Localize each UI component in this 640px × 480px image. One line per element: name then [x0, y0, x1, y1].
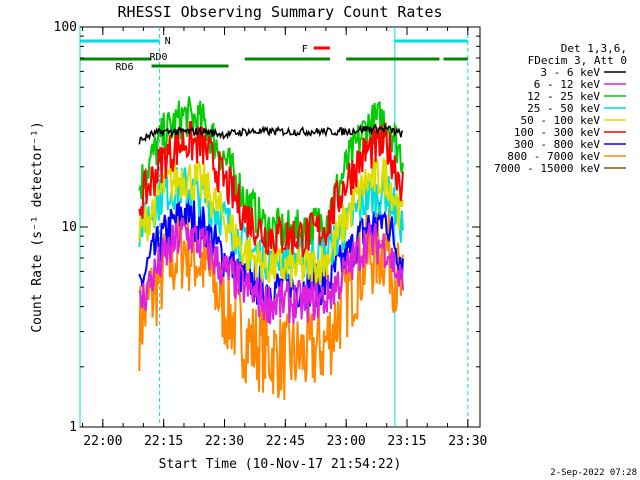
series-line-5: [138, 120, 404, 257]
legend-label-3: 25 - 50 keV: [527, 102, 600, 115]
series-line-4: [138, 157, 404, 288]
annotation-label-rd6: RD6: [116, 62, 134, 73]
x-tick-label-4: 23:00: [327, 434, 366, 449]
legend-label-5: 100 - 300 keV: [514, 126, 600, 139]
y-axis-label: Count Rate (s⁻¹ detector⁻¹): [30, 121, 45, 332]
x-tick-label-2: 22:30: [205, 434, 244, 449]
annotation-label-f: F: [302, 44, 308, 55]
x-tick-label-1: 22:15: [144, 434, 183, 449]
x-tick-label-3: 22:45: [266, 434, 305, 449]
legend-header-1: FDecim 3, Att 0: [528, 54, 627, 67]
legend-label-0: 3 - 6 keV: [540, 66, 600, 79]
legend-label-1: 6 - 12 keV: [534, 78, 601, 91]
legend-label-8: 7000 - 15000 keV: [494, 162, 600, 175]
x-tick-label-5: 23:15: [387, 434, 426, 449]
annotation-label-rd0: RD0: [150, 52, 168, 63]
legend-label-2: 12 - 25 keV: [527, 90, 600, 103]
x-axis-label: Start Time (10-Nov-17 21:54:22): [159, 457, 402, 472]
y-tick-label-0: 1: [69, 420, 77, 435]
x-tick-label-6: 23:30: [448, 434, 487, 449]
series-layer: [138, 96, 404, 400]
x-tick-label-0: 22:00: [83, 434, 122, 449]
chart-title: RHESSI Observing Summary Count Rates: [117, 3, 442, 21]
plot-area: N RD0 RD6 F: [79, 26, 481, 428]
legend-label-4: 50 - 100 keV: [521, 114, 601, 127]
y-tick-label-1: 10: [61, 220, 77, 235]
series-line-1: [138, 217, 404, 325]
y-axis: 1 10 100: [54, 20, 480, 435]
annotation-bars: N RD0 RD6 F: [80, 36, 468, 73]
footer-date: 2-Sep-2022 07:28: [550, 468, 637, 478]
series-line-0: [138, 123, 404, 145]
legend-label-7: 800 - 7000 keV: [507, 150, 600, 163]
annotation-label-n: N: [165, 36, 171, 47]
legend-label-6: 300 - 800 keV: [514, 138, 600, 151]
y-tick-label-2: 100: [54, 20, 77, 35]
x-axis: 22:00 22:15 22:30 22:45 23:00 23:15 23:30: [82, 27, 487, 449]
legend-header-0: Det 1,3,6,: [561, 42, 627, 55]
